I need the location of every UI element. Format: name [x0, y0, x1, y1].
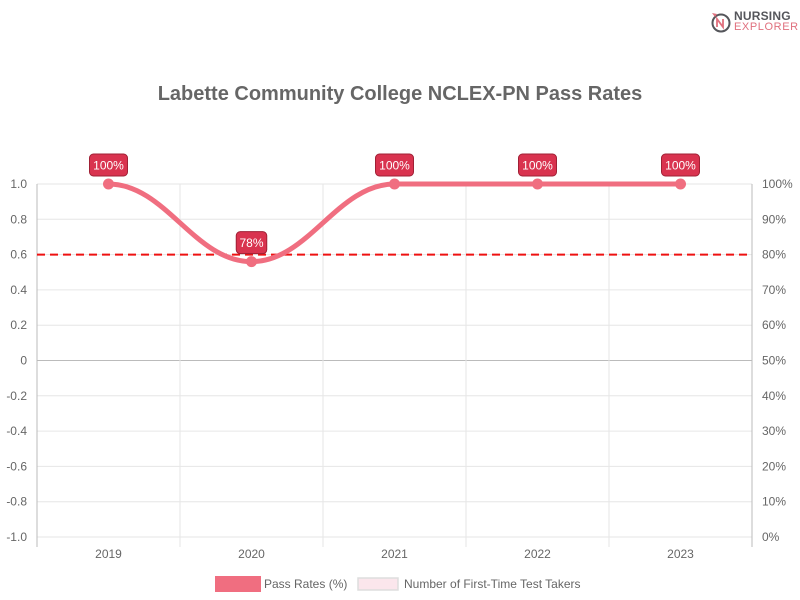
x-tick-label: 2021 [381, 547, 408, 561]
data-label-box [89, 153, 128, 177]
chart-title: Labette Community College NCLEX-PN Pass … [158, 83, 643, 105]
logo-icon [711, 13, 731, 33]
data-point [532, 178, 543, 190]
left-tick-label: -0.2 [6, 389, 27, 403]
right-tick-label: 70% [762, 283, 786, 297]
data-point [389, 178, 400, 190]
right-tick-label: 100% [762, 177, 793, 191]
legend-swatch-test-takers [357, 577, 399, 591]
logo-text-2: EXPLORER [734, 21, 799, 33]
data-label: 100% [93, 159, 124, 173]
right-tick-label: 80% [762, 248, 786, 262]
x-tick-label: 2020 [238, 547, 265, 561]
right-tick-label: 0% [762, 530, 780, 544]
data-label-box [661, 153, 700, 177]
left-tick-label: 0.2 [10, 318, 27, 332]
left-tick-label: 0.6 [10, 248, 27, 262]
right-tick-label: 10% [762, 495, 786, 509]
right-tick-label: 40% [762, 389, 786, 403]
data-label: 100% [522, 159, 553, 173]
right-tick-label: 30% [762, 424, 786, 438]
left-tick-label: 0.8 [10, 212, 27, 226]
data-label-box [235, 231, 268, 255]
data-label-box [375, 153, 414, 177]
pass-rate-line [106, 181, 683, 265]
data-label: 100% [379, 159, 410, 173]
data-point [675, 178, 686, 190]
left-tick-label: -1.0 [6, 530, 27, 544]
data-label: 100% [665, 159, 696, 173]
legend-swatch-pass-rates [215, 576, 261, 592]
x-tick-label: 2019 [95, 547, 122, 561]
logo-text-1: NURSING [734, 9, 791, 23]
right-tick-label: 60% [762, 318, 786, 332]
x-tick-label: 2023 [667, 547, 694, 561]
nursing-explorer-logo: NURSING EXPLORER [710, 8, 798, 34]
data-label: 78% [239, 236, 263, 250]
left-tick-label: -0.8 [6, 495, 27, 509]
data-point [246, 256, 257, 268]
data-label-box [518, 153, 557, 177]
x-tick-label: 2022 [524, 547, 551, 561]
right-tick-label: 50% [762, 354, 786, 368]
left-tick-label: -0.4 [6, 424, 27, 438]
legend-label-test-takers: Number of First-Time Test Takers [404, 577, 580, 591]
right-tick-label: 90% [762, 212, 786, 226]
left-tick-label: 1.0 [10, 177, 27, 191]
left-tick-label: 0 [20, 354, 27, 368]
legend-label-pass-rates: Pass Rates (%) [264, 577, 347, 591]
right-tick-label: 20% [762, 459, 786, 473]
left-tick-label: -0.6 [6, 459, 27, 473]
left-tick-label: 0.4 [10, 283, 27, 297]
data-point [103, 178, 114, 190]
